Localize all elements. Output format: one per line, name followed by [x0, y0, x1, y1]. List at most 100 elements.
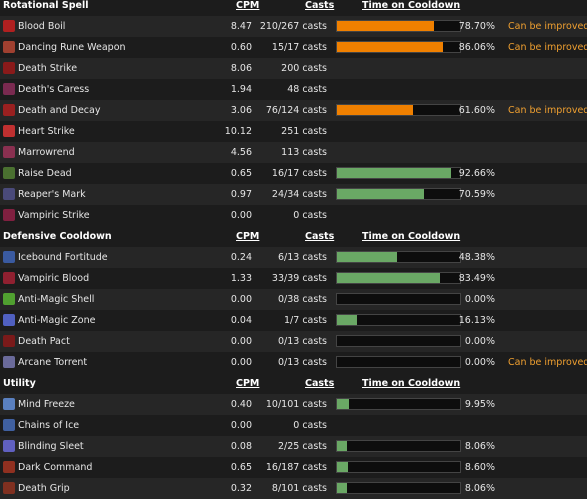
spell-icon	[3, 440, 15, 452]
spell-icon	[3, 104, 15, 116]
cpm: 0.00	[230, 420, 252, 431]
spell-name: Dark Command	[18, 462, 93, 473]
casts: 8/101 casts	[271, 483, 327, 494]
cpm: 0.65	[230, 462, 252, 473]
cpm: 0.24	[230, 252, 252, 263]
uptime-bar-track	[336, 398, 461, 410]
improvement-note: Can be improved.	[508, 357, 587, 368]
uptime-bar-track	[336, 41, 461, 53]
uptime-label: 78.70%	[458, 21, 495, 32]
column-header: Time on Cooldown	[362, 378, 461, 389]
spell-row: Arcane Torrent 0.00 0/13 casts 0.00% Can be …	[0, 352, 587, 373]
column-header: Casts	[305, 231, 335, 242]
uptime-bar	[337, 441, 347, 451]
section-header: Rotational Spell CPM Casts Time on Cooldown	[0, 0, 587, 16]
cpm: 3.06	[230, 105, 252, 116]
spell-name: Dancing Rune Weapon	[18, 42, 126, 53]
spell-icon	[3, 356, 15, 368]
column-header: CPM	[236, 0, 260, 11]
casts: 251 casts	[281, 126, 327, 137]
improvement-note: Can be improved.	[508, 21, 587, 32]
spell-name: Death's Caress	[18, 84, 90, 95]
casts: 210/267 casts	[259, 21, 327, 32]
spell-name: Vampiric Strike	[18, 210, 90, 221]
cpm: 1.33	[230, 273, 252, 284]
spell-icon	[3, 461, 15, 473]
spell-row: Death and Decay 3.06 76/124 casts 61.60% Can…	[0, 100, 587, 121]
spell-row: Reaper's Mark 0.97 24/34 casts 70.59%	[0, 184, 587, 205]
spell-row: Dark Command 0.65 16/187 casts 8.60%	[0, 457, 587, 478]
cpm: 4.56	[230, 147, 252, 158]
section-header: Utility CPM Casts Time on Cooldown	[0, 373, 587, 394]
spell-row: Anti-Magic Zone 0.04 1/7 casts 16.13%	[0, 310, 587, 331]
spell-icon	[3, 272, 15, 284]
casts: 1/7 casts	[284, 315, 327, 326]
spell-name: Chains of Ice	[18, 420, 80, 431]
uptime-bar-track	[336, 20, 461, 32]
spell-icon	[3, 293, 15, 305]
spell-name: Marrowrend	[18, 147, 75, 158]
spell-icon	[3, 83, 15, 95]
spell-icon	[3, 167, 15, 179]
spell-name: Death and Decay	[18, 105, 101, 116]
spell-icon	[3, 146, 15, 158]
spell-row: Heart Strike 10.12 251 casts	[0, 121, 587, 142]
spell-name: Blood Boil	[18, 21, 66, 32]
uptime-bar	[337, 105, 413, 115]
section-title: Defensive Cooldown	[3, 231, 112, 242]
uptime-bar	[337, 189, 424, 199]
casts: 76/124 casts	[265, 105, 327, 116]
spell-icon	[3, 125, 15, 137]
spell-row: Death's Caress 1.94 48 casts	[0, 79, 587, 100]
uptime-label: 86.06%	[458, 42, 495, 53]
casts: 113 casts	[281, 147, 327, 158]
uptime-bar-track	[336, 251, 461, 263]
cpm: 0.00	[230, 357, 252, 368]
uptime-label: 16.13%	[458, 315, 495, 326]
cpm: 0.00	[230, 210, 252, 221]
spell-row: Anti-Magic Shell 0.00 0/38 casts 0.00%	[0, 289, 587, 310]
casts: 0/38 casts	[277, 294, 327, 305]
cpm: 8.06	[230, 63, 252, 74]
uptime-label: 48.38%	[458, 252, 495, 263]
spell-name: Heart Strike	[18, 126, 75, 137]
improvement-note: Can be improved.	[508, 105, 587, 116]
spell-icon	[3, 62, 15, 74]
uptime-bar	[337, 21, 434, 31]
uptime-bar-track	[336, 461, 461, 473]
spell-icon	[3, 251, 15, 263]
cpm: 8.47	[230, 21, 252, 32]
uptime-label: 8.60%	[464, 462, 495, 473]
uptime-label: 70.59%	[458, 189, 495, 200]
casts: 0 casts	[293, 210, 327, 221]
uptime-label: 9.95%	[464, 399, 495, 410]
uptime-bar	[337, 315, 357, 325]
uptime-bar	[337, 273, 440, 283]
spell-icon	[3, 41, 15, 53]
uptime-bar	[337, 399, 350, 409]
section-title: Utility	[3, 378, 36, 389]
casts: 2/25 casts	[277, 441, 327, 452]
spell-name: Death Strike	[18, 63, 78, 74]
casts: 16/187 casts	[265, 462, 327, 473]
casts: 48 casts	[287, 84, 327, 95]
spell-icon	[3, 419, 15, 431]
spell-name: Vampiric Blood	[18, 273, 90, 284]
spell-row: Icebound Fortitude 0.24 6/13 casts 48.38%	[0, 247, 587, 268]
casts: 15/17 casts	[271, 42, 327, 53]
uptime-label: 8.06%	[464, 441, 495, 452]
uptime-bar	[337, 252, 397, 262]
casts: 24/34 casts	[271, 189, 327, 200]
uptime-bar	[337, 42, 443, 52]
spell-icon	[3, 188, 15, 200]
cpm: 0.60	[230, 42, 252, 53]
spell-name: Anti-Magic Zone	[18, 315, 96, 326]
spell-row: Marrowrend 4.56 113 casts	[0, 142, 587, 163]
spell-name: Anti-Magic Shell	[18, 294, 95, 305]
casts: 0 casts	[293, 420, 327, 431]
uptime-label: 83.49%	[458, 273, 495, 284]
spell-name: Death Pact	[18, 336, 70, 347]
uptime-label: 0.00%	[464, 294, 495, 305]
casts: 0/13 casts	[277, 336, 327, 347]
uptime-bar-track	[336, 272, 461, 284]
